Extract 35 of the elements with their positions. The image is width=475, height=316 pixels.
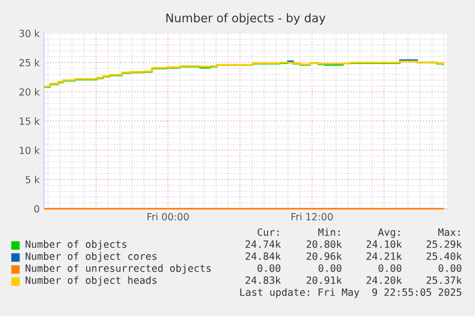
text: Min: [318,228,340,236]
y-tick-label: 30 k [19,30,40,38]
text: 24.74k [246,240,281,248]
text: 0.00 [258,264,280,272]
text: 24.84k [246,252,281,260]
text: 24.83k [246,276,281,284]
chart-title: Number of objects - by day [166,13,326,25]
x-tick-label: Fri 00:00 [148,212,189,220]
legend-label: Number of unresurrected objects [26,264,211,274]
text: Max: [438,228,460,236]
x-tick-label: Fri 12:00 [292,212,333,220]
legend-label: Number of objects [26,240,126,250]
text: Avg: [378,228,400,238]
text: 25.37k [426,276,462,284]
text: 20.96k [306,252,342,260]
text: 0.00 [438,264,462,272]
text: 24.10k [366,240,402,248]
y-tick-label: 15 k [20,117,40,125]
legend-label: Number of object cores [26,252,156,262]
y-tick-label: 10 k [20,146,40,154]
y-tick-label: 20 k [19,88,40,96]
y-tick-label: 5 k [26,176,40,184]
text: 20.80k [306,240,342,248]
text: 20.91k [306,276,342,284]
legend-label: Number of object heads [26,276,156,286]
y-tick-label: 0 [34,205,40,213]
text: 25.40k [426,252,462,260]
text: Last update: Fri May 9 22:55:05 2025 [240,288,462,298]
text: 24.21k [366,252,402,260]
text: 0.00 [318,264,342,272]
text: 25.29k [426,240,462,248]
text: 24.20k [366,276,402,284]
text: Cur: [258,228,279,236]
text: 0.00 [378,264,402,272]
y-tick-label: 25 k [19,58,40,66]
